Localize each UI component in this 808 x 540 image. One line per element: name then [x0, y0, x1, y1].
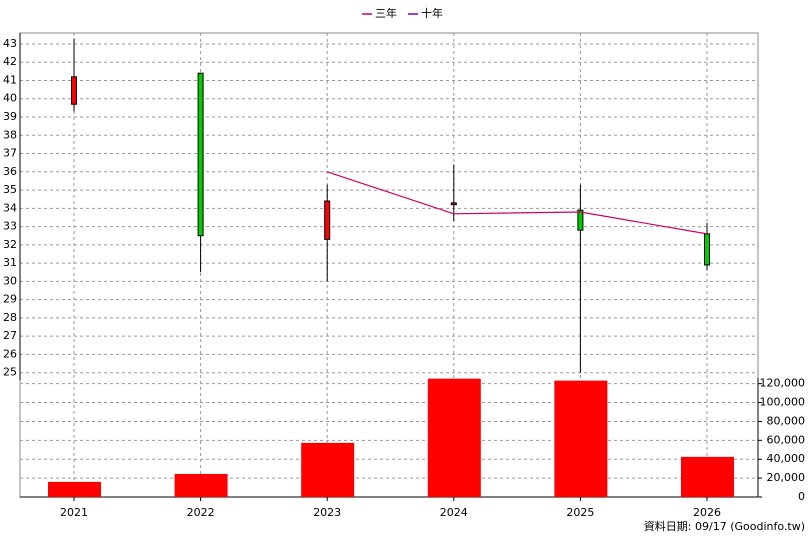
y-tick-label: 33	[3, 220, 17, 233]
y2-tick-label: 60,000	[767, 433, 806, 446]
x-tick-label: 2024	[440, 506, 468, 519]
volume-bar	[554, 380, 608, 497]
x-tick-label: 2025	[566, 506, 594, 519]
y-tick-label: 37	[3, 147, 17, 160]
candle-body	[324, 200, 331, 240]
y-tick-label: 31	[3, 256, 17, 269]
y-tick-label: 38	[3, 128, 17, 141]
y-tick-label: 27	[3, 329, 17, 342]
y2-tick-label: 0	[798, 490, 805, 503]
y-tick-label: 28	[3, 311, 17, 324]
x-tick-label: 2026	[693, 506, 721, 519]
y2-tick-label: 120,000	[760, 377, 806, 390]
y2-tick-label: 40,000	[767, 452, 806, 465]
y-tick-label: 42	[3, 55, 17, 68]
y-tick-label: 34	[3, 201, 17, 214]
y-tick-label: 36	[3, 165, 17, 178]
x-tick-label: 2021	[60, 506, 88, 519]
volume-bar	[174, 473, 228, 497]
source-note: 資料日期: 09/17 (Goodinfo.tw)	[644, 519, 805, 533]
y-tick-label: 32	[3, 238, 17, 251]
volume-bar	[48, 481, 101, 497]
x-tick-label: 2022	[187, 506, 215, 519]
candle-body	[577, 209, 584, 231]
y-tick-label: 39	[3, 110, 17, 123]
y-tick-label: 40	[3, 92, 17, 105]
volume-bar	[301, 442, 355, 497]
volume-bar	[681, 456, 734, 497]
ma-line	[327, 171, 708, 235]
y2-tick-label: 20,000	[767, 471, 806, 484]
y2-tick-label: 80,000	[767, 414, 806, 427]
candle-body	[71, 76, 77, 105]
candle-body	[450, 202, 457, 206]
y-tick-label: 25	[3, 366, 17, 379]
x-tick-label: 2023	[313, 506, 341, 519]
volume-bar	[427, 378, 481, 497]
y-tick-label: 43	[3, 37, 17, 50]
y-tick-label: 41	[3, 73, 17, 86]
legend-label: 十年	[421, 6, 443, 20]
candle-body	[704, 233, 710, 266]
y-tick-label: 35	[3, 183, 17, 196]
y-tick-label: 30	[3, 274, 17, 287]
y-tick-label: 26	[3, 347, 17, 360]
legend-label: 三年	[375, 6, 397, 20]
y2-tick-label: 100,000	[760, 396, 806, 409]
y-tick-label: 29	[3, 293, 17, 306]
candle-body	[197, 72, 204, 237]
